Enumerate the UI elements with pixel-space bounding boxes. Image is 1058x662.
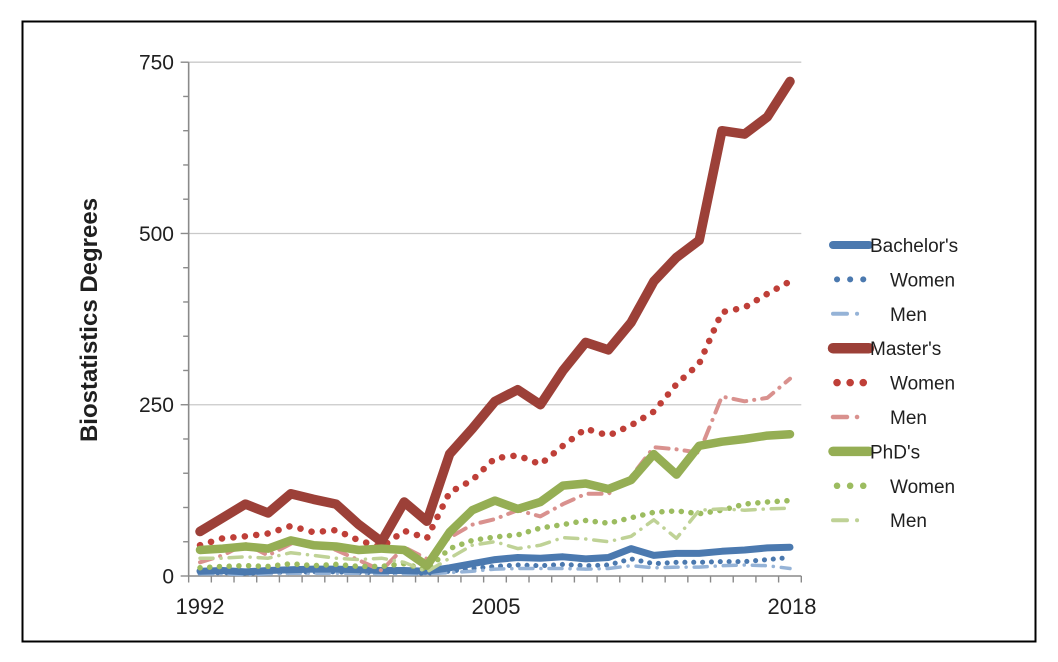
legend-label: Women (890, 270, 955, 291)
series-lines (195, 76, 795, 577)
x-tick-label-2005: 2005 (472, 594, 521, 619)
legend-label: PhD's (870, 442, 920, 463)
legend-item-masters-women: Women (833, 374, 955, 395)
legend-label: Men (890, 305, 927, 326)
legend-item-bachelors-total: Bachelor's (829, 236, 958, 257)
legend-label: Master's (870, 339, 941, 360)
y-axis-title: Biostatistics Degrees (76, 198, 103, 442)
y-tick-label-750: 750 (139, 52, 174, 75)
legend-item-bachelors-men: Men (831, 305, 927, 326)
axes (180, 61, 802, 583)
y-tick-label-250: 250 (139, 394, 174, 417)
legend-item-phds-women: Women (833, 477, 955, 498)
series-line-bachelors-men (198, 563, 792, 577)
legend: Bachelor's Women Men Master's Women Men PhD's W… (827, 236, 958, 532)
series-line-masters-women (196, 278, 794, 551)
legend-label: Men (890, 511, 927, 532)
legend-label: Men (890, 408, 927, 429)
legend-item-phds-men: Men (831, 511, 927, 532)
legend-label: Women (890, 374, 955, 395)
legend-item-masters-total: Master's (827, 339, 941, 360)
x-tick-label-1992: 1992 (176, 594, 225, 619)
figure-border (21, 20, 1037, 643)
legend-label: Women (890, 477, 955, 498)
series-line-masters-total (195, 76, 795, 547)
y-tick-label-0: 0 (162, 566, 174, 589)
series-line-phds-women (197, 497, 793, 573)
legend-item-masters-men: Men (830, 408, 927, 429)
series-line-phds-men (198, 506, 792, 574)
y-tick-label-500: 500 (139, 223, 174, 246)
gridlines (188, 61, 802, 406)
legend-item-phds-total: PhD's (828, 442, 920, 463)
x-tick-label-2018: 2018 (768, 594, 817, 619)
legend-label: Bachelor's (870, 236, 958, 257)
series-line-bachelors-total (196, 543, 794, 576)
series-line-phds-total (195, 429, 795, 570)
legend-item-bachelors-women: Women (834, 270, 955, 291)
